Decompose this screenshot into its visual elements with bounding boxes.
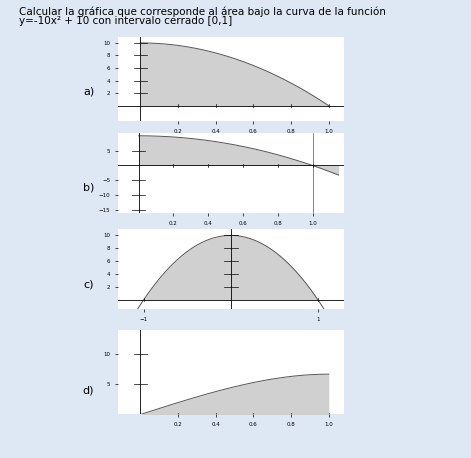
Text: b): b) — [83, 183, 94, 193]
Text: Calcular la gráfica que corresponde al área bajo la curva de la función: Calcular la gráfica que corresponde al á… — [19, 7, 386, 17]
Text: d): d) — [83, 385, 94, 395]
Text: y=-10x² + 10 con intervalo cerrado [0,1]: y=-10x² + 10 con intervalo cerrado [0,1] — [19, 16, 232, 26]
Text: c): c) — [84, 280, 94, 290]
Text: a): a) — [83, 87, 94, 97]
